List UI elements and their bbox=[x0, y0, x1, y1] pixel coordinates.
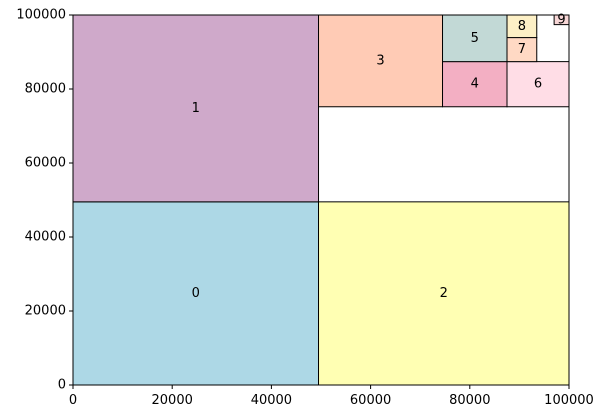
x-tick-label: 20000 bbox=[152, 393, 193, 408]
x-tick-label: 0 bbox=[69, 393, 77, 408]
plot-frame bbox=[72, 14, 570, 386]
y-tick-label: 20000 bbox=[25, 304, 66, 319]
y-tick-label: 60000 bbox=[25, 156, 66, 171]
rectangles-layer bbox=[72, 14, 570, 386]
treemap-label-7: 7 bbox=[518, 42, 526, 57]
treemap-rect-1 bbox=[72, 14, 320, 203]
treemap-label-4: 4 bbox=[471, 77, 479, 92]
treemap-label-6: 6 bbox=[534, 77, 542, 92]
treemap-label-3: 3 bbox=[376, 53, 384, 68]
treemap-rect-3 bbox=[318, 14, 444, 108]
treemap-label-5: 5 bbox=[471, 31, 479, 46]
y-tick-label: 40000 bbox=[25, 230, 66, 245]
treemap-rect-5 bbox=[442, 14, 508, 63]
treemap-rect-7 bbox=[506, 37, 538, 63]
treemap-rect-4 bbox=[442, 61, 508, 108]
x-tick-label: 100000 bbox=[544, 393, 594, 408]
treemap-label-9: 9 bbox=[557, 12, 565, 27]
x-axis: 0 20000 40000 60000 80000 100000 bbox=[69, 385, 594, 408]
treemap-rect-2 bbox=[318, 201, 570, 386]
treemap-label-1: 1 bbox=[192, 101, 200, 116]
treemap-label-8: 8 bbox=[518, 19, 526, 34]
rectangle-labels-layer: 0 1 2 3 4 5 6 7 8 9 bbox=[192, 12, 566, 301]
y-tick-label: 80000 bbox=[25, 82, 66, 97]
treemap-rect-6 bbox=[506, 61, 570, 108]
y-axis: 0 20000 40000 60000 80000 100000 bbox=[16, 8, 73, 393]
x-tick-label: 40000 bbox=[251, 393, 292, 408]
treemap-label-0: 0 bbox=[192, 286, 200, 301]
x-tick-label: 80000 bbox=[449, 393, 490, 408]
treemap-label-2: 2 bbox=[440, 286, 448, 301]
y-tick-label: 0 bbox=[58, 378, 66, 393]
treemap-rect-0 bbox=[72, 201, 320, 386]
y-tick-label: 100000 bbox=[16, 8, 66, 23]
x-tick-label: 60000 bbox=[350, 393, 391, 408]
